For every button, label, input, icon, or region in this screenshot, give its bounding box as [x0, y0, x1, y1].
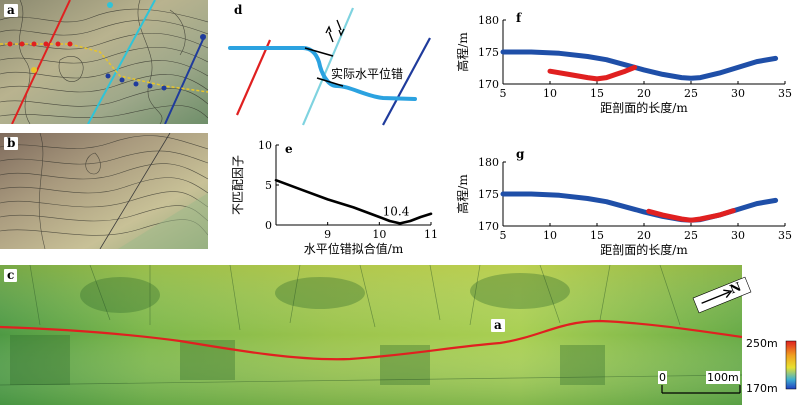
- f-y-tick-label: 170: [478, 78, 499, 91]
- fault-trace: [0, 319, 743, 361]
- panel-f-chart: 5 10 15 20 25 30 35 170 175 180 距剖面的长度/m 高程/m f: [455, 0, 800, 128]
- e-series-0: [274, 178, 433, 225]
- e-min-annotation: 10.4: [383, 204, 410, 218]
- elevation-colorbar: [785, 340, 797, 390]
- e-y-tick-label: 0: [265, 219, 272, 232]
- g-x-tick-label: 30: [731, 229, 745, 242]
- legend-min-label: 170m: [746, 382, 778, 395]
- fault-trace-red: [235, 39, 272, 116]
- offset-measure-top: [304, 47, 334, 57]
- f-y-tick-label: 175: [478, 46, 499, 59]
- g-series-0: [500, 191, 779, 223]
- g-y-tick-label: 175: [478, 188, 499, 201]
- e-y-tick-label: 5: [265, 179, 272, 192]
- g-series-1: [646, 208, 736, 223]
- site-a-marker: a: [491, 319, 505, 332]
- offset-channel: [228, 46, 417, 101]
- e-y-tick-label: 10: [258, 139, 272, 152]
- panel-b-label: b: [4, 137, 19, 150]
- panel-g-label: g: [513, 148, 528, 161]
- f-x-tick-label: 20: [637, 87, 651, 100]
- dextral-arrow-icon: [336, 19, 345, 37]
- fault-trace-navy: [382, 37, 431, 126]
- north-arrow-icon: [692, 276, 752, 314]
- f-y-tick-label: 180: [478, 14, 499, 27]
- panel-e-chart: 9 10 11 0 5 10 水平位错拟合值/m 不匹配因子 10.4 e: [228, 133, 440, 263]
- g-y-tick-label: 180: [478, 156, 499, 169]
- offset-measure-bottom: [316, 77, 344, 87]
- panel-e-label: e: [282, 143, 296, 156]
- f-x-tick-label: 25: [684, 87, 698, 100]
- g-x-tick-label: 10: [543, 229, 557, 242]
- legend-max-label: 250m: [746, 337, 778, 350]
- g-y-axis-title: 高程/m: [455, 174, 470, 214]
- scale-length-label: 100m: [706, 371, 740, 384]
- panel-g-chart: 5 10 15 20 25 30 35 170 175 180 距剖面的长度/m 高程/m g: [455, 140, 800, 264]
- g-x-tick-label: 35: [778, 229, 792, 242]
- panel-a-label: a: [4, 4, 18, 17]
- f-x-tick-label: 10: [543, 87, 557, 100]
- f-y-axis-title: 高程/m: [455, 32, 470, 72]
- scale-zero-label: 0: [658, 371, 667, 384]
- panel-f-label: f: [513, 12, 525, 25]
- g-x-tick-label: 20: [637, 229, 651, 242]
- e-x-axis-title: 水平位错拟合值/m: [304, 241, 404, 256]
- f-series-1: [547, 64, 638, 82]
- panel-b-map: b: [0, 133, 208, 249]
- panel-a-map: a: [0, 0, 208, 124]
- f-x-axis-title: 距剖面的长度/m: [600, 100, 688, 115]
- e-x-tick-label: 11: [424, 228, 438, 241]
- f-x-tick-label: 35: [778, 87, 792, 100]
- f-series-0: [500, 49, 779, 81]
- fault-trace-cyan: [301, 7, 355, 126]
- offset-annotation: 实际水平位错: [331, 66, 403, 81]
- e-y-axis-title: 不匹配因子: [231, 155, 245, 215]
- e-x-tick-label: 10: [372, 228, 386, 241]
- chart-f-svg: 5 10 15 20 25 30 35 170 175 180 距剖面的长度/m 高程/m: [455, 14, 792, 115]
- panel-d-diagram: 实际水平位错: [228, 7, 431, 126]
- f-x-tick-label: 5: [500, 87, 507, 100]
- sinistral-arrow-icon: [325, 25, 334, 43]
- g-y-tick-label: 170: [478, 220, 499, 233]
- f-x-tick-label: 15: [590, 87, 604, 100]
- f-x-tick-label: 30: [731, 87, 745, 100]
- chart-g-svg: 5 10 15 20 25 30 35 170 175 180 距剖面的长度/m 高程/m: [455, 156, 792, 257]
- panel-c-relief: [0, 265, 800, 405]
- g-x-tick-label: 25: [684, 229, 698, 242]
- panel-b-relief: [0, 133, 208, 249]
- panel-a-relief: [0, 0, 208, 124]
- panel-c-label: c: [4, 269, 18, 282]
- panel-c-dem: c a N 0 100m 250m 170m: [0, 265, 800, 405]
- g-x-tick-label: 15: [590, 229, 604, 242]
- panel-d-schematic: 实际水平位错 d: [225, 0, 435, 130]
- e-x-tick-label: 9: [324, 228, 331, 241]
- g-x-axis-title: 距剖面的长度/m: [600, 242, 688, 257]
- g-x-tick-label: 5: [500, 229, 507, 242]
- panel-d-label: d: [231, 4, 246, 17]
